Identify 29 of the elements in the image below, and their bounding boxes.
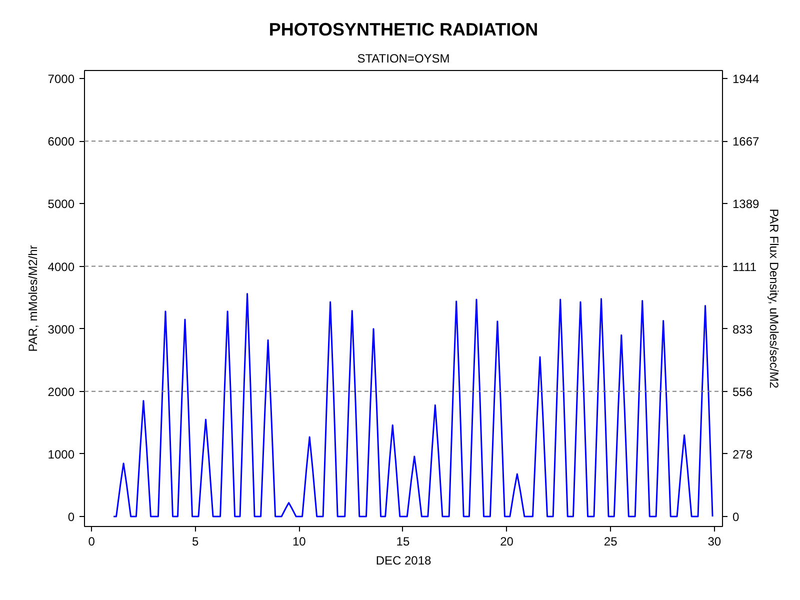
y-tick-label: 0 <box>68 510 75 524</box>
y-tick-label: 1000 <box>48 447 75 462</box>
y2-tick-label: 0 <box>732 510 740 524</box>
y2-tick-label: 1667 <box>732 134 760 149</box>
y2-tick-label: 1389 <box>732 197 760 212</box>
y2-tick-label: 1111 <box>732 260 757 274</box>
x-tick-label: 0 <box>88 534 96 548</box>
x-tick-label: 5 <box>192 534 200 548</box>
y2-tick-label: 833 <box>732 322 753 336</box>
line-series <box>112 293 714 518</box>
y-tick-label: 4000 <box>48 260 75 274</box>
y2-tick-label: 556 <box>732 384 753 399</box>
y-tick-label: 2000 <box>48 384 75 399</box>
y-axis-title: PAR, mMoles/M2/hr <box>26 245 40 352</box>
y-tick-label: 7000 <box>48 72 75 86</box>
x-axis-title: DEC 2018 <box>376 554 432 568</box>
x-tick-label: 10 <box>292 534 306 548</box>
chart-subtitle: STATION=OYSM <box>357 52 450 66</box>
x-tick-label: 25 <box>604 534 618 548</box>
y2-tick-label: 1944 <box>732 72 760 86</box>
y-tick-label: 3000 <box>48 322 75 336</box>
x-tick-label: 15 <box>396 534 410 548</box>
y2-axis-title: PAR Flux Density, uMoles/sec/M2 <box>767 208 782 389</box>
x-tick-label: 30 <box>708 534 722 548</box>
y-tick-label: 5000 <box>48 197 75 212</box>
chart-title: PHOTOSYNTHETIC RADIATION <box>268 20 538 40</box>
y-tick-label: 6000 <box>48 134 75 149</box>
x-tick-label: 20 <box>500 534 514 548</box>
y2-tick-label: 278 <box>732 447 753 462</box>
